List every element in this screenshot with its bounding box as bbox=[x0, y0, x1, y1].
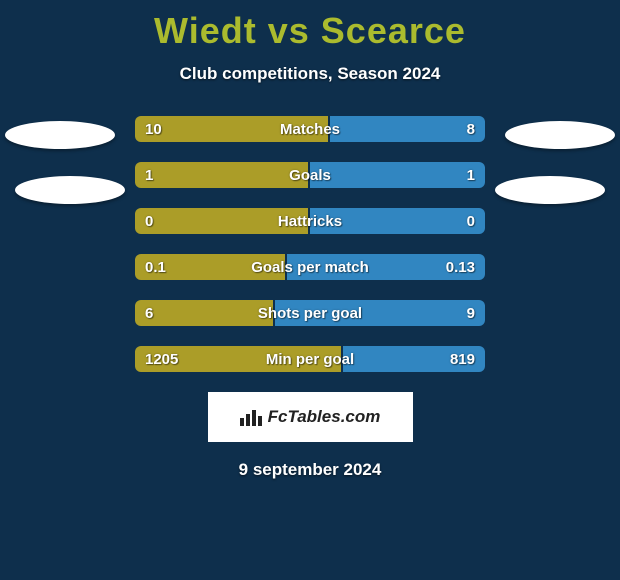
stat-label: Matches bbox=[135, 116, 485, 142]
stat-row: 00Hattricks bbox=[135, 208, 485, 234]
avatar-left-1 bbox=[5, 121, 115, 149]
stat-label: Min per goal bbox=[135, 346, 485, 372]
stat-label: Shots per goal bbox=[135, 300, 485, 326]
page-title: Wiedt vs Scearce bbox=[0, 0, 620, 52]
title-vs: vs bbox=[268, 10, 310, 51]
stat-row: 0.10.13Goals per match bbox=[135, 254, 485, 280]
stat-label: Goals per match bbox=[135, 254, 485, 280]
stat-row: 108Matches bbox=[135, 116, 485, 142]
stat-row: 1205819Min per goal bbox=[135, 346, 485, 372]
date: 9 september 2024 bbox=[0, 460, 620, 480]
stat-row: 11Goals bbox=[135, 162, 485, 188]
avatar-right-1 bbox=[505, 121, 615, 149]
logo-box: FcTables.com bbox=[208, 392, 413, 442]
subtitle: Club competitions, Season 2024 bbox=[0, 64, 620, 84]
avatar-right-2 bbox=[495, 176, 605, 204]
title-player-left: Wiedt bbox=[154, 10, 257, 51]
stat-label: Hattricks bbox=[135, 208, 485, 234]
bars-icon bbox=[240, 408, 262, 426]
logo-text: FcTables.com bbox=[268, 407, 381, 427]
stat-row: 69Shots per goal bbox=[135, 300, 485, 326]
stat-bars: 108Matches 11Goals 00Hattricks 0.10.13Goals… bbox=[135, 116, 485, 372]
stat-label: Goals bbox=[135, 162, 485, 188]
title-player-right: Scearce bbox=[321, 10, 466, 51]
avatar-left-2 bbox=[15, 176, 125, 204]
